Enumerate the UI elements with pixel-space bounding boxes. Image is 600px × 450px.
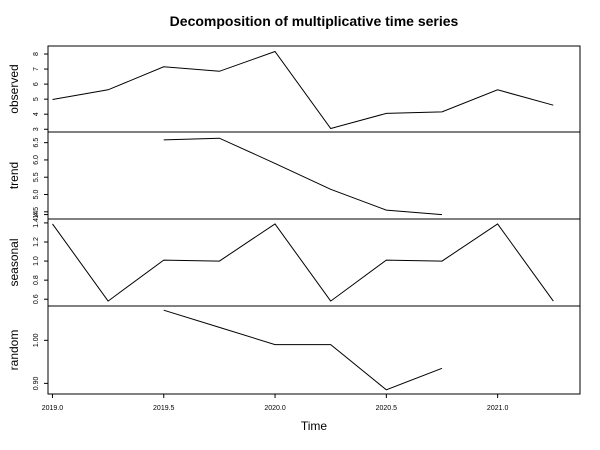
y-tick-label-trend-4: 6.5	[33, 138, 40, 148]
y-tick-label-observed-2: 5	[33, 97, 40, 101]
y-tick-label-observed-1: 4	[33, 112, 40, 116]
panel-frame-observed	[47, 45, 581, 133]
y-tick-label-trend-extra-0: 14	[33, 211, 40, 219]
panel-frame-random	[47, 305, 581, 395]
panel-label-trend: trend	[7, 162, 21, 189]
panel-label-observed: observed	[7, 64, 21, 113]
x-tick-label-0: 2019.0	[42, 405, 64, 412]
series-line-trend	[163, 137, 443, 216]
panel-label-random: random	[7, 330, 21, 371]
chart-title: Decomposition of multiplicative time ser…	[170, 13, 459, 29]
y-tick-label-seasonal-4: 1.4	[33, 218, 40, 228]
y-tick-label-trend-0: 4.5	[33, 207, 40, 217]
y-tick-label-seasonal-0: 0.6	[33, 294, 40, 304]
y-tick-label-random-1: 1.00	[33, 333, 40, 347]
series-line-random	[163, 309, 443, 391]
panel-observed: observed 3 4 5 6 7 8	[7, 45, 581, 133]
y-tick-label-observed-0: 3	[33, 127, 40, 131]
x-tick-label-4: 2021.0	[487, 405, 509, 412]
panel-frame-seasonal	[47, 218, 581, 307]
panel-frame-trend	[47, 131, 581, 220]
y-tick-label-trend-3: 6.0	[33, 155, 40, 165]
x-tick-label-1: 2019.5	[153, 405, 175, 412]
panel-random: random 0.90 1.00	[7, 305, 581, 395]
y-tick-label-trend-2: 5.5	[33, 172, 40, 182]
y-tick-label-random-0: 0.90	[33, 376, 40, 390]
y-tick-label-seasonal-3: 1.2	[33, 237, 40, 247]
y-tick-label-seasonal-1: 0.8	[33, 275, 40, 285]
y-tick-label-seasonal-2: 1.0	[33, 256, 40, 266]
panel-trend: trend 4.5 5.0 5.5 6.0 6.5 14	[7, 131, 581, 220]
panel-label-seasonal: seasonal	[7, 238, 21, 286]
y-tick-label-observed-4: 7	[33, 67, 40, 71]
panel-seasonal: seasonal 0.6 0.8 1.0 1.2 1.4	[7, 218, 581, 307]
series-line-seasonal	[52, 223, 554, 302]
x-axis: 2019.0 2019.5 2020.0 2020.5 2021.0	[42, 394, 509, 412]
x-tick-label-2: 2020.0	[264, 405, 286, 412]
x-tick-label-3: 2020.5	[376, 405, 398, 412]
x-axis-label: Time	[301, 419, 328, 433]
series-line-observed	[52, 50, 554, 130]
y-tick-label-observed-3: 6	[33, 82, 40, 86]
panels-group: observed345678trend4.55.05.56.06.514seas…	[7, 45, 581, 395]
y-tick-label-trend-1: 5.0	[33, 190, 40, 200]
y-tick-label-observed-5: 8	[33, 52, 40, 56]
